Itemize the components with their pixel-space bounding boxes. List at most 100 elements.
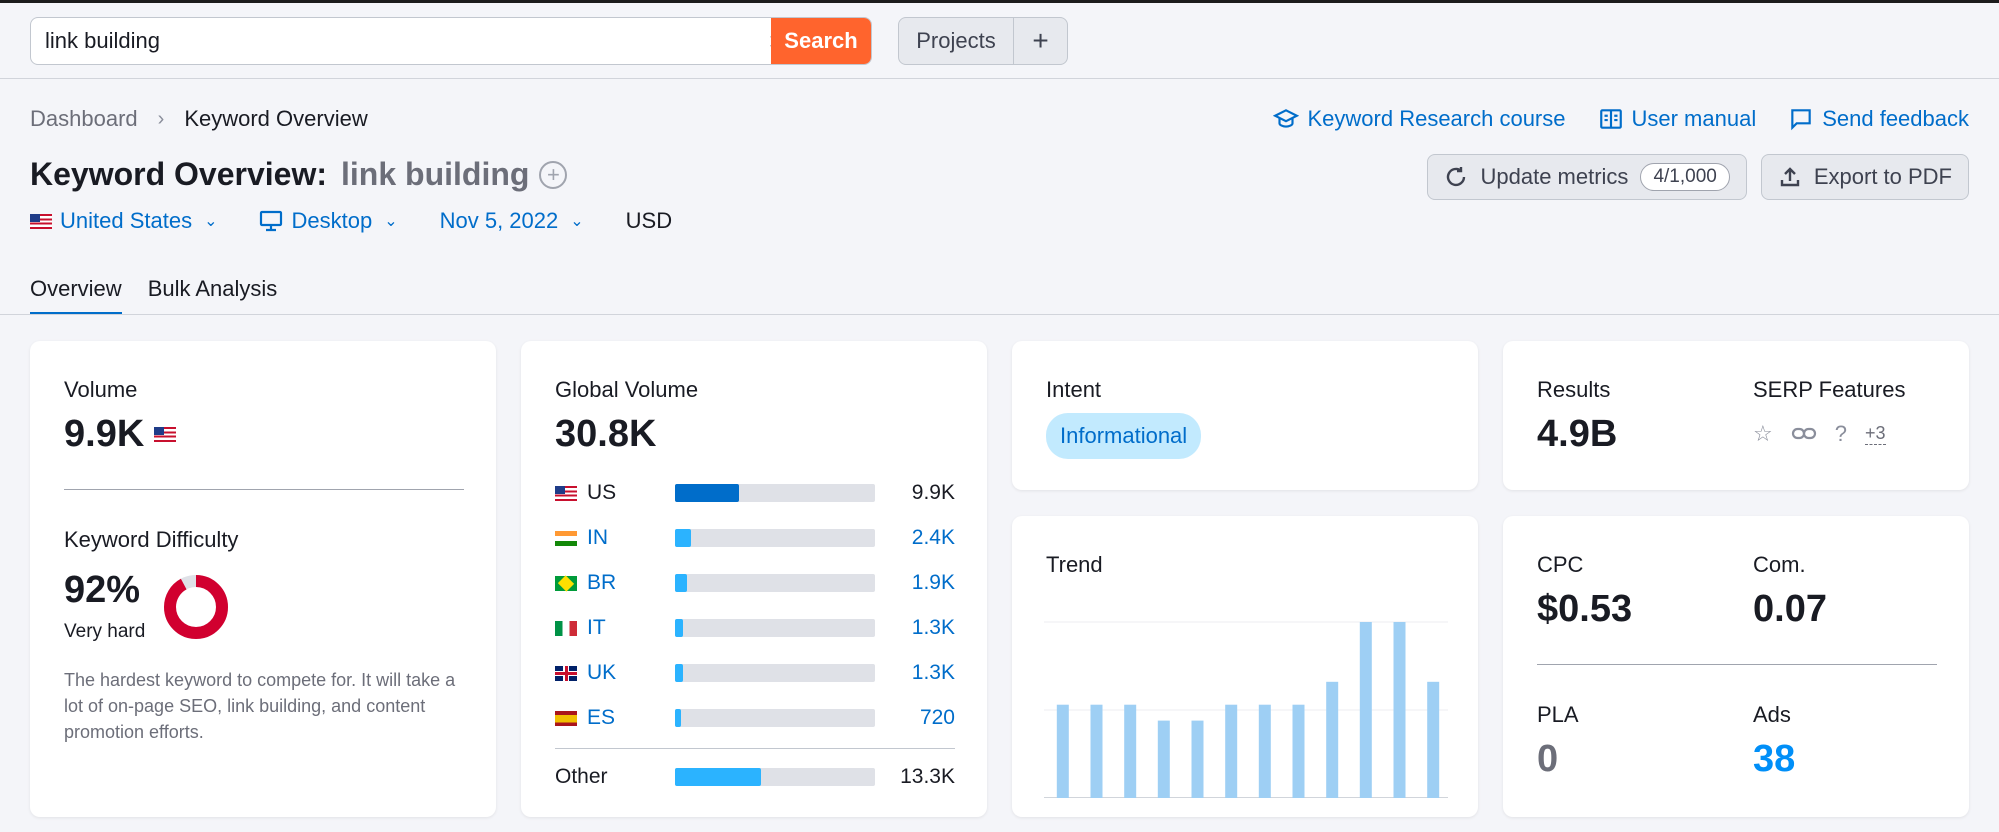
country-row-in[interactable]: IN 2.4K xyxy=(555,526,955,550)
country-bar-track xyxy=(675,574,875,592)
tab-overview[interactable]: Overview xyxy=(30,276,122,315)
trend-bar xyxy=(1225,704,1238,798)
title-prefix: Keyword Overview: xyxy=(30,156,327,192)
ads-value[interactable]: 38 xyxy=(1753,738,1796,780)
divider xyxy=(1537,664,1937,665)
country-row-es[interactable]: ES 720 xyxy=(555,706,955,730)
divider xyxy=(555,748,955,749)
kd-donut-arc xyxy=(164,575,228,639)
country-bar-track xyxy=(675,619,875,637)
date-filter[interactable]: Nov 5, 2022 ⌄ xyxy=(440,208,584,234)
trend-bar xyxy=(1326,681,1339,798)
top-bar: × Search Projects + xyxy=(0,3,1999,79)
header-actions: Update metrics 4/1,000 Export to PDF xyxy=(1427,154,1969,200)
country-row-uk[interactable]: UK 1.3K xyxy=(555,661,955,685)
send-feedback-link[interactable]: Send feedback xyxy=(1788,106,1969,132)
country-code: IT xyxy=(587,616,606,639)
ads-label: Ads xyxy=(1753,702,1791,727)
country-bar-track xyxy=(675,664,875,682)
filters: United States ⌄ Desktop ⌄ Nov 5, 2022 ⌄ … xyxy=(30,208,672,234)
projects-group: Projects + xyxy=(898,17,1068,65)
country-value: 2.4K xyxy=(911,526,955,549)
country-bar-fill xyxy=(675,619,684,637)
keyword-research-course-link[interactable]: Keyword Research course xyxy=(1273,106,1566,132)
question-icon[interactable]: ? xyxy=(1834,421,1847,446)
us-flag-icon xyxy=(30,213,52,229)
tab-bulk-analysis[interactable]: Bulk Analysis xyxy=(147,276,278,301)
volume-kd-card: Volume 9.9K Keyword Difficulty 92% Very … xyxy=(30,341,496,817)
trend-bar xyxy=(1056,704,1069,798)
tabs: Overview Bulk Analysis xyxy=(30,276,277,315)
pla-value: 0 xyxy=(1537,738,1559,780)
spain-flag-icon xyxy=(555,710,577,726)
country-row-br[interactable]: BR 1.9K xyxy=(555,571,955,595)
projects-button[interactable]: Projects xyxy=(899,18,1014,64)
trend-chart xyxy=(1044,621,1448,798)
search-input[interactable] xyxy=(31,18,761,64)
results-card: Results 4.9B SERP Features ☆ ? +3 xyxy=(1503,341,1969,490)
trend-bar xyxy=(1292,704,1305,798)
graduation-cap-icon xyxy=(1273,109,1300,128)
export-pdf-label: Export to PDF xyxy=(1813,164,1952,189)
divider xyxy=(64,489,464,490)
country-bar-track xyxy=(675,529,875,547)
pla-label: PLA xyxy=(1537,702,1579,727)
star-icon[interactable]: ☆ xyxy=(1753,421,1773,446)
other-value: 13.3K xyxy=(900,765,955,788)
trend-bar xyxy=(1393,622,1406,798)
italy-flag-icon xyxy=(555,620,577,636)
search-box: × Search xyxy=(30,17,872,65)
add-to-list-icon[interactable]: + xyxy=(539,160,568,189)
book-icon xyxy=(1599,109,1622,129)
kd-donut xyxy=(164,575,228,639)
trend-bar xyxy=(1359,622,1372,798)
country-value: 720 xyxy=(919,706,955,729)
other-bar-fill xyxy=(675,768,761,786)
trend-bar xyxy=(1157,720,1170,798)
results-value: 4.9B xyxy=(1537,413,1618,455)
trend-bar xyxy=(1191,720,1204,798)
uk-flag-icon xyxy=(555,665,577,681)
country-value: 1.9K xyxy=(911,571,955,594)
country-bar-fill xyxy=(675,529,691,547)
export-pdf-button[interactable]: Export to PDF xyxy=(1760,154,1969,200)
global-volume-card: Global Volume 30.8K US 9.9K IN 2.4K BR 1… xyxy=(521,341,987,817)
country-code: UK xyxy=(587,661,617,684)
add-project-button[interactable]: + xyxy=(1014,18,1067,64)
country-row-it[interactable]: IT 1.3K xyxy=(555,616,955,640)
chevron-down-icon: ⌄ xyxy=(204,213,218,230)
brazil-flag-icon xyxy=(555,574,577,592)
device-filter[interactable]: Desktop ⌄ xyxy=(259,208,398,234)
country-bar-fill xyxy=(675,574,688,592)
country-filter[interactable]: United States ⌄ xyxy=(30,208,217,234)
volume-value: 9.9K xyxy=(64,413,145,455)
kd-description: The hardest keyword to compete for. It w… xyxy=(64,670,456,742)
link-icon[interactable] xyxy=(1791,423,1817,445)
country-code: US xyxy=(587,481,617,504)
user-manual-link[interactable]: User manual xyxy=(1598,106,1756,132)
trend-card: Trend xyxy=(1012,516,1478,817)
country-bar-track xyxy=(675,709,875,727)
intent-badge-wrap: Informational xyxy=(1046,413,1202,459)
country-bar-fill xyxy=(675,709,681,727)
com-value: 0.07 xyxy=(1753,588,1827,630)
serp-more-link[interactable]: +3 xyxy=(1864,423,1886,445)
keyword-research-course-label: Keyword Research course xyxy=(1307,106,1566,131)
help-links: Keyword Research course User manual Send… xyxy=(1273,106,1969,132)
update-metrics-button[interactable]: Update metrics 4/1,000 xyxy=(1427,154,1747,200)
country-value: 9.9K xyxy=(911,481,955,504)
search-button[interactable]: Search xyxy=(771,18,871,64)
other-label: Other xyxy=(555,765,608,788)
breadcrumb-dashboard[interactable]: Dashboard xyxy=(30,106,138,131)
cpc-card: CPC $0.53 Com. 0.07 PLA 0 Ads 38 xyxy=(1503,516,1969,817)
volume-value-row: 9.9K xyxy=(64,413,177,456)
cpc-value: $0.53 xyxy=(1537,588,1633,630)
trend-label: Trend xyxy=(1046,552,1103,577)
trend-bar xyxy=(1090,704,1103,798)
kd-level: Very hard xyxy=(64,621,146,642)
country-row-other: Other 13.3K xyxy=(555,765,955,789)
message-icon xyxy=(1791,109,1811,131)
title-keyword: link building xyxy=(341,156,530,192)
send-feedback-label: Send feedback xyxy=(1822,106,1969,131)
desktop-icon xyxy=(260,210,283,232)
